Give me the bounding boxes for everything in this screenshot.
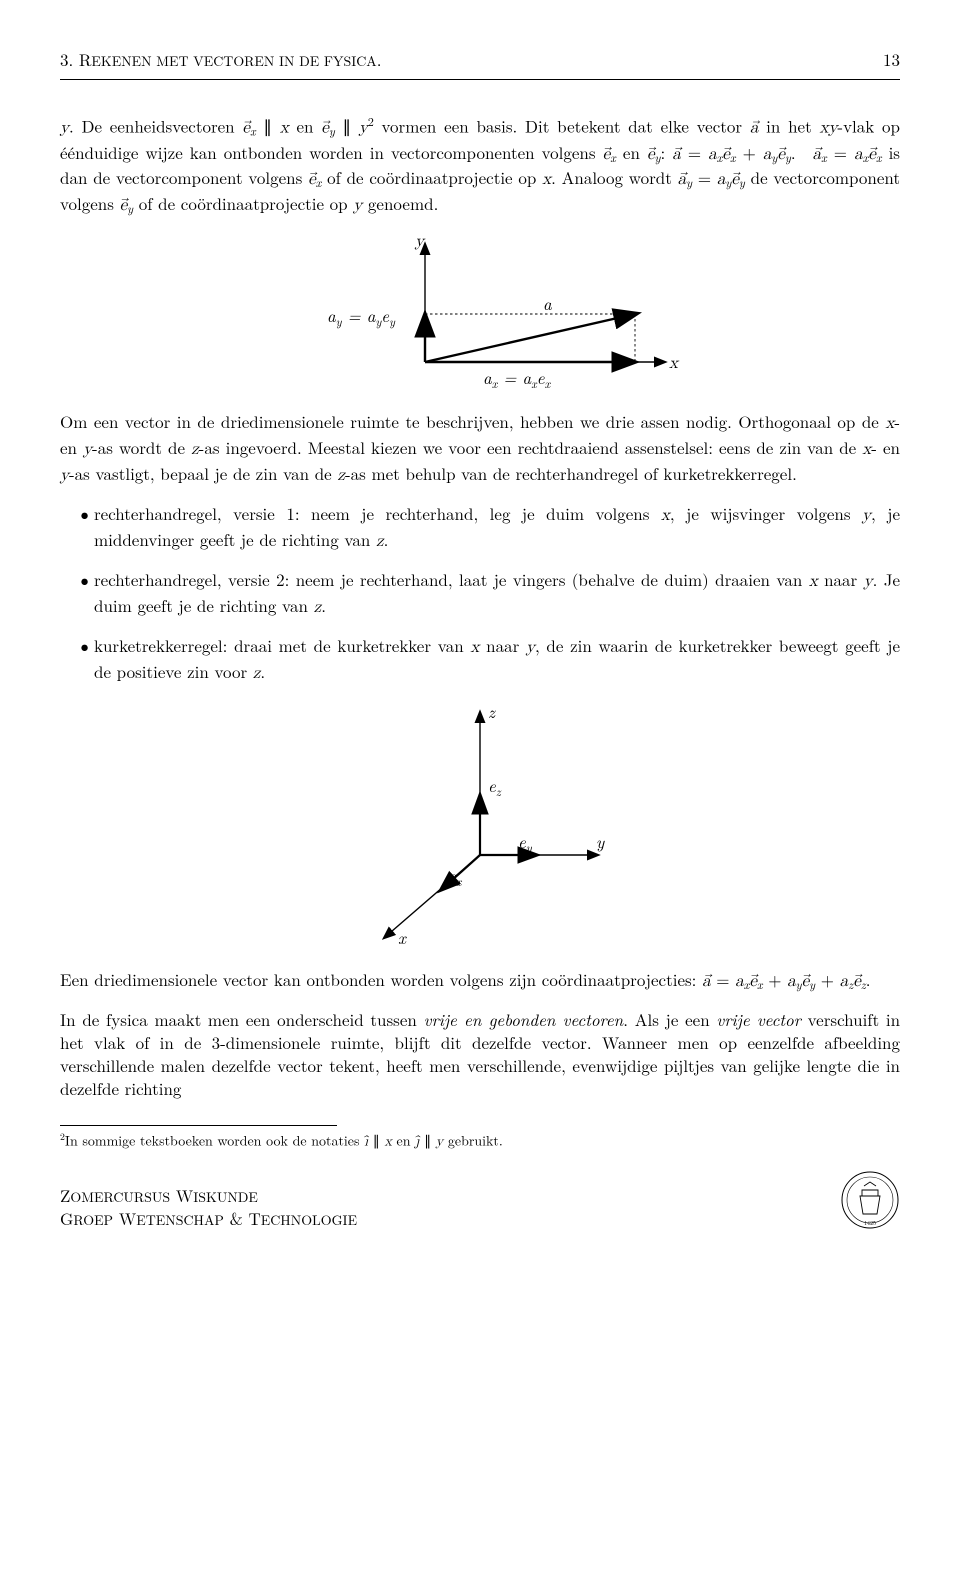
paragraph-3: Een driedimensionele vector kan ontbonde… (60, 968, 900, 994)
svg-text:x: x (398, 925, 407, 949)
paragraph-4: In de fysica maakt men een onderscheid t… (60, 1008, 900, 1100)
svg-text:x: x (669, 355, 680, 372)
svg-text:e⃗y: e⃗y (518, 829, 533, 856)
paragraph-2: Om een vector in de driedimensionele rui… (60, 410, 900, 488)
list-item: kurketrekkerregel: draai met de kurketre… (60, 634, 900, 686)
footnote-2: 2In sommige tekstboeken worden ook de no… (60, 1130, 900, 1152)
university-seal-icon: 1425 (840, 1170, 900, 1230)
svg-text:a⃗y = aye⃗y: a⃗y = aye⃗y (327, 303, 396, 330)
header-rule (60, 79, 900, 80)
footer-line-1: ZOMERCURSUS WISKUNDE (60, 1184, 357, 1207)
svg-text:e⃗x: e⃗x (448, 863, 463, 890)
footer-text: ZOMERCURSUS WISKUNDE GROEP WETENSCHAP & … (60, 1184, 357, 1230)
svg-text:a⃗: a⃗ (543, 291, 552, 315)
rules-list: rechterhandregel, versie 1: neem je rech… (60, 502, 900, 686)
paragraph-1: y. De eenheidsvectoren e⃗x ∥ x en e⃗y ∥ … (60, 114, 900, 218)
page-header: 3. REKENEN MET VECTOREN IN DE FYSICA. 13 (60, 48, 900, 71)
svg-text:y: y (414, 233, 426, 250)
figure-3d-axes: z y x e⃗z e⃗y e⃗x (350, 700, 610, 950)
svg-text:1425: 1425 (864, 1218, 876, 1227)
svg-text:z: z (488, 700, 496, 723)
list-item: rechterhandregel, versie 1: neem je rech… (60, 502, 900, 554)
list-item: rechterhandregel, versie 2: neem je rech… (60, 568, 900, 620)
svg-text:y: y (596, 829, 605, 853)
svg-text:e⃗z: e⃗z (488, 773, 502, 800)
footer-line-2: GROEP WETENSCHAP & TECHNOLOGIE (60, 1207, 357, 1230)
svg-text:a⃗x = axe⃗x: a⃗x = axe⃗x (483, 365, 552, 392)
page-number: 13 (883, 48, 900, 71)
figure-2d-decomposition: y x a⃗ a⃗y = aye⃗y a⃗x = axe⃗x (265, 232, 695, 392)
page-footer: ZOMERCURSUS WISKUNDE GROEP WETENSCHAP & … (60, 1170, 900, 1230)
footnote-rule (60, 1125, 337, 1126)
header-section: 3. REKENEN MET VECTOREN IN DE FYSICA. (60, 48, 382, 71)
